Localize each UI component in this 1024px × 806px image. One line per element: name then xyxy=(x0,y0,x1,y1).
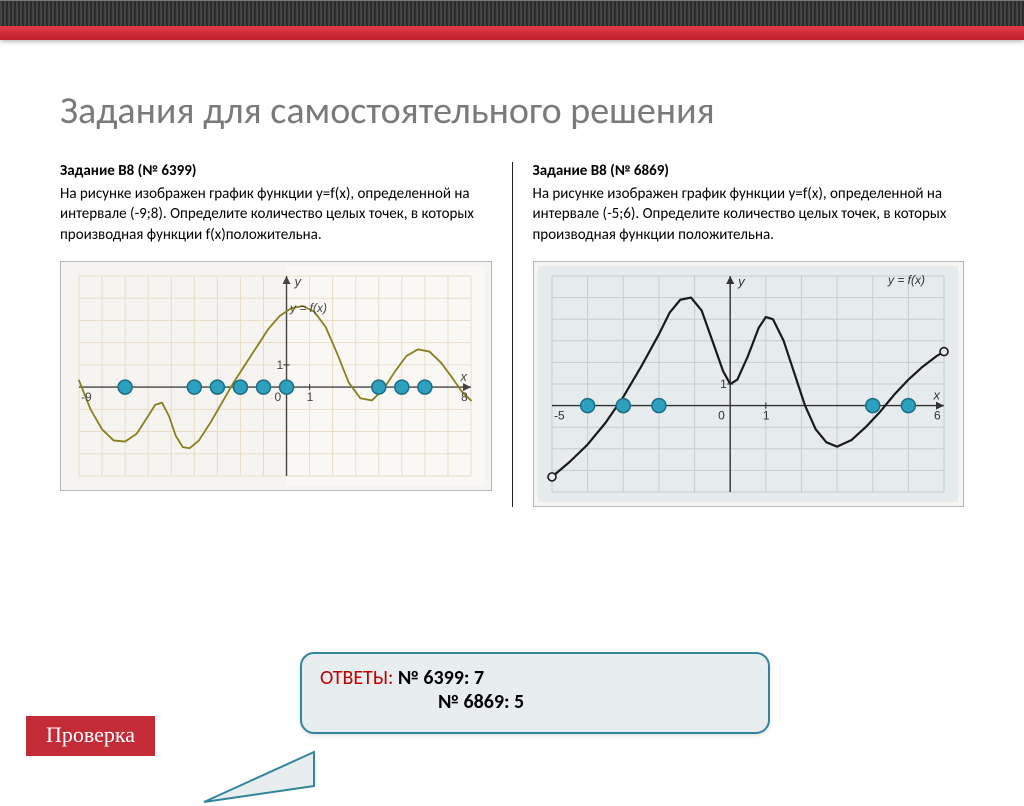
svg-text:x: x xyxy=(460,369,468,384)
svg-text:1: 1 xyxy=(720,377,727,391)
svg-text:y = f(x): y = f(x) xyxy=(887,273,925,287)
answer-line-1: № 6399: 7 xyxy=(398,666,484,690)
svg-text:8: 8 xyxy=(461,390,468,404)
task-left-body: На рисунке изображен график функции y=f(… xyxy=(60,184,492,245)
task-left-head: Задание B8 (№ 6399) xyxy=(60,162,492,180)
chart-left: -98110yxy = f(x) xyxy=(60,261,492,491)
chart-right-svg: -56110yxy = f(x) xyxy=(538,266,958,502)
page-title: Задания для самостоятельного решения xyxy=(60,88,964,134)
svg-text:0: 0 xyxy=(718,408,725,422)
columns: Задание B8 (№ 6399) На рисунке изображен… xyxy=(60,162,964,507)
chart-left-svg: -98110yxy = f(x) xyxy=(65,266,485,486)
svg-text:y = f(x): y = f(x) xyxy=(289,301,327,315)
svg-text:1: 1 xyxy=(307,390,314,404)
svg-text:1: 1 xyxy=(762,408,769,422)
answers-label: ОТВЕТЫ: xyxy=(320,666,393,690)
svg-text:-5: -5 xyxy=(554,408,565,422)
answers-callout: ОТВЕТЫ: № 6399: 7 № 6869: 5 xyxy=(300,652,770,734)
right-column: Задание B8 (№ 6869) На рисунке изображен… xyxy=(512,162,965,507)
svg-text:0: 0 xyxy=(275,390,282,404)
svg-text:1: 1 xyxy=(277,358,284,372)
answer-line-2: № 6869: 5 xyxy=(438,690,750,714)
task-right-body: На рисунке изображен график функции y=f(… xyxy=(533,184,965,245)
check-button[interactable]: Проверка xyxy=(26,716,155,756)
svg-text:x: x xyxy=(932,387,940,402)
svg-text:-9: -9 xyxy=(81,390,92,404)
red-stripe xyxy=(0,26,1024,40)
left-column: Задание B8 (№ 6399) На рисунке изображен… xyxy=(60,162,512,507)
task-right-head: Задание B8 (№ 6869) xyxy=(533,162,965,180)
chart-right: -56110yxy = f(x) xyxy=(533,261,965,507)
top-decorative-bar xyxy=(0,0,1024,26)
svg-text:6: 6 xyxy=(934,408,941,422)
